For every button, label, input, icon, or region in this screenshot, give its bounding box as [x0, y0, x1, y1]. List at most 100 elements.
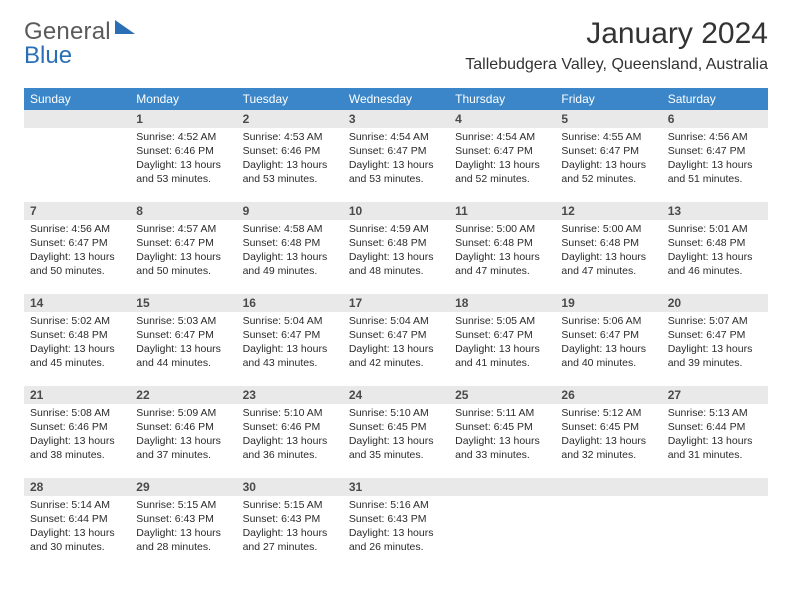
day-sunset: Sunset: 6:44 PM	[668, 420, 762, 434]
day-sunrise: Sunrise: 4:57 AM	[136, 222, 230, 236]
calendar-week-row: 14Sunrise: 5:02 AMSunset: 6:48 PMDayligh…	[24, 294, 768, 386]
day-number: 24	[343, 386, 449, 404]
day-daylight-b: and 52 minutes.	[455, 172, 549, 186]
day-number: 16	[237, 294, 343, 312]
day-number: 18	[449, 294, 555, 312]
day-sunrise: Sunrise: 5:03 AM	[136, 314, 230, 328]
day-sunrise: Sunrise: 4:54 AM	[349, 130, 443, 144]
day-body: Sunrise: 5:01 AMSunset: 6:48 PMDaylight:…	[662, 220, 768, 283]
day-number: 15	[130, 294, 236, 312]
day-daylight-b: and 48 minutes.	[349, 264, 443, 278]
day-body: Sunrise: 4:59 AMSunset: 6:48 PMDaylight:…	[343, 220, 449, 283]
day-sunset: Sunset: 6:47 PM	[668, 144, 762, 158]
calendar-day-cell: .	[449, 478, 555, 570]
day-sunset: Sunset: 6:47 PM	[136, 328, 230, 342]
weekday-header: Saturday	[662, 88, 768, 110]
day-sunrise: Sunrise: 5:15 AM	[243, 498, 337, 512]
day-number: 7	[24, 202, 130, 220]
day-daylight-b: and 49 minutes.	[243, 264, 337, 278]
day-sunset: Sunset: 6:46 PM	[136, 420, 230, 434]
day-daylight-a: Daylight: 13 hours	[455, 342, 549, 356]
day-number: 31	[343, 478, 449, 496]
day-sunrise: Sunrise: 4:55 AM	[561, 130, 655, 144]
day-number: 28	[24, 478, 130, 496]
day-daylight-b: and 37 minutes.	[136, 448, 230, 462]
weekday-header: Tuesday	[237, 88, 343, 110]
day-sunset: Sunset: 6:44 PM	[30, 512, 124, 526]
day-daylight-a: Daylight: 13 hours	[243, 434, 337, 448]
day-daylight-a: Daylight: 13 hours	[243, 342, 337, 356]
day-number: 1	[130, 110, 236, 128]
page-title: January 2024	[465, 18, 768, 50]
calendar-day-cell: 30Sunrise: 5:15 AMSunset: 6:43 PMDayligh…	[237, 478, 343, 570]
calendar-day-cell: 31 Sunrise: 5:16 AMSunset: 6:43 PMDayligh…	[343, 478, 449, 570]
calendar-day-cell: 24Sunrise: 5:10 AMSunset: 6:45 PMDayligh…	[343, 386, 449, 478]
day-daylight-a: Daylight: 13 hours	[668, 342, 762, 356]
day-daylight-b: and 51 minutes.	[668, 172, 762, 186]
day-daylight-a: Daylight: 13 hours	[561, 250, 655, 264]
day-daylight-a: Daylight: 13 hours	[30, 250, 124, 264]
day-sunset: Sunset: 6:43 PM	[349, 512, 443, 526]
day-daylight-b: and 32 minutes.	[561, 448, 655, 462]
day-daylight-a: Daylight: 13 hours	[349, 342, 443, 356]
day-sunrise: Sunrise: 4:56 AM	[30, 222, 124, 236]
day-sunset: Sunset: 6:45 PM	[561, 420, 655, 434]
day-daylight-b: and 47 minutes.	[455, 264, 549, 278]
calendar-day-cell: 14Sunrise: 5:02 AMSunset: 6:48 PMDayligh…	[24, 294, 130, 386]
day-daylight-b: and 40 minutes.	[561, 356, 655, 370]
day-body: Sunrise: 5:05 AMSunset: 6:47 PMDaylight:…	[449, 312, 555, 375]
calendar-day-cell: 7 Sunrise: 4:56 AMSunset: 6:47 PMDaylight…	[24, 202, 130, 294]
calendar-table: Sunday Monday Tuesday Wednesday Thursday…	[24, 88, 768, 570]
day-daylight-a: Daylight: 13 hours	[30, 342, 124, 356]
calendar-day-cell: 28 Sunrise: 5:14 AMSunset: 6:44 PMDayligh…	[24, 478, 130, 570]
calendar-week-row: 7Sunrise: 4:56 AMSunset: 6:47 PMDaylight…	[24, 202, 768, 294]
day-sunset: Sunset: 6:47 PM	[30, 236, 124, 250]
calendar-day-cell: 1Sunrise: 4:52 AMSunset: 6:46 PMDaylight…	[130, 110, 236, 202]
day-number: 21	[24, 386, 130, 404]
calendar-day-cell: 3Sunrise: 4:54 AMSunset: 6:47 PMDaylight…	[343, 110, 449, 202]
calendar-day-cell: 20Sunrise: 5:07 AMSunset: 6:47 PMDayligh…	[662, 294, 768, 386]
day-sunset: Sunset: 6:47 PM	[243, 328, 337, 342]
day-sunrise: Sunrise: 5:02 AM	[30, 314, 124, 328]
day-sunrise: Sunrise: 5:10 AM	[349, 406, 443, 420]
day-sunrise: Sunrise: 4:56 AM	[668, 130, 762, 144]
day-number: 10	[343, 202, 449, 220]
day-sunset: Sunset: 6:48 PM	[243, 236, 337, 250]
day-body: Sunrise: 5:03 AMSunset: 6:47 PMDaylight:…	[130, 312, 236, 375]
day-daylight-b: and 27 minutes.	[243, 540, 337, 554]
day-body	[449, 496, 555, 502]
day-daylight-a: Daylight: 13 hours	[30, 526, 124, 540]
day-number: 12	[555, 202, 661, 220]
brand-word-a: General	[24, 18, 111, 45]
day-sunrise: Sunrise: 5:09 AM	[136, 406, 230, 420]
day-daylight-b: and 53 minutes.	[136, 172, 230, 186]
day-sunrise: Sunrise: 5:14 AM	[30, 498, 124, 512]
day-number: 27	[662, 386, 768, 404]
weekday-header: Wednesday	[343, 88, 449, 110]
day-daylight-a: Daylight: 13 hours	[668, 434, 762, 448]
day-sunrise: Sunrise: 4:54 AM	[455, 130, 549, 144]
day-daylight-b: and 38 minutes.	[30, 448, 124, 462]
day-body: Sunrise: 4:53 AMSunset: 6:46 PMDaylight:…	[237, 128, 343, 191]
day-sunrise: Sunrise: 5:15 AM	[136, 498, 230, 512]
day-daylight-a: Daylight: 13 hours	[349, 526, 443, 540]
calendar-week-row: .1Sunrise: 4:52 AMSunset: 6:46 PMDayligh…	[24, 110, 768, 202]
calendar-day-cell: 2Sunrise: 4:53 AMSunset: 6:46 PMDaylight…	[237, 110, 343, 202]
day-body: Sunrise: 5:15 AMSunset: 6:43 PMDaylight:…	[130, 496, 236, 559]
calendar-day-cell: 8Sunrise: 4:57 AMSunset: 6:47 PMDaylight…	[130, 202, 236, 294]
day-sunrise: Sunrise: 5:12 AM	[561, 406, 655, 420]
calendar-day-cell: 5Sunrise: 4:55 AMSunset: 6:47 PMDaylight…	[555, 110, 661, 202]
day-daylight-a: Daylight: 13 hours	[136, 342, 230, 356]
day-sunrise: Sunrise: 5:16 AM	[349, 498, 443, 512]
day-daylight-a: Daylight: 13 hours	[243, 250, 337, 264]
day-body: Sunrise: 5:10 AMSunset: 6:46 PMDaylight:…	[237, 404, 343, 467]
calendar-week-row: 28Sunrise: 5:14 AMSunset: 6:44 PMDayligh…	[24, 478, 768, 570]
day-sunset: Sunset: 6:46 PM	[30, 420, 124, 434]
day-body: Sunrise: 4:56 AMSunset: 6:47 PMDaylight:…	[662, 128, 768, 191]
day-number: 3	[343, 110, 449, 128]
day-daylight-a: Daylight: 13 hours	[349, 158, 443, 172]
day-number: 30	[237, 478, 343, 496]
day-number: 29	[130, 478, 236, 496]
day-daylight-a: Daylight: 13 hours	[136, 526, 230, 540]
day-daylight-b: and 30 minutes.	[30, 540, 124, 554]
